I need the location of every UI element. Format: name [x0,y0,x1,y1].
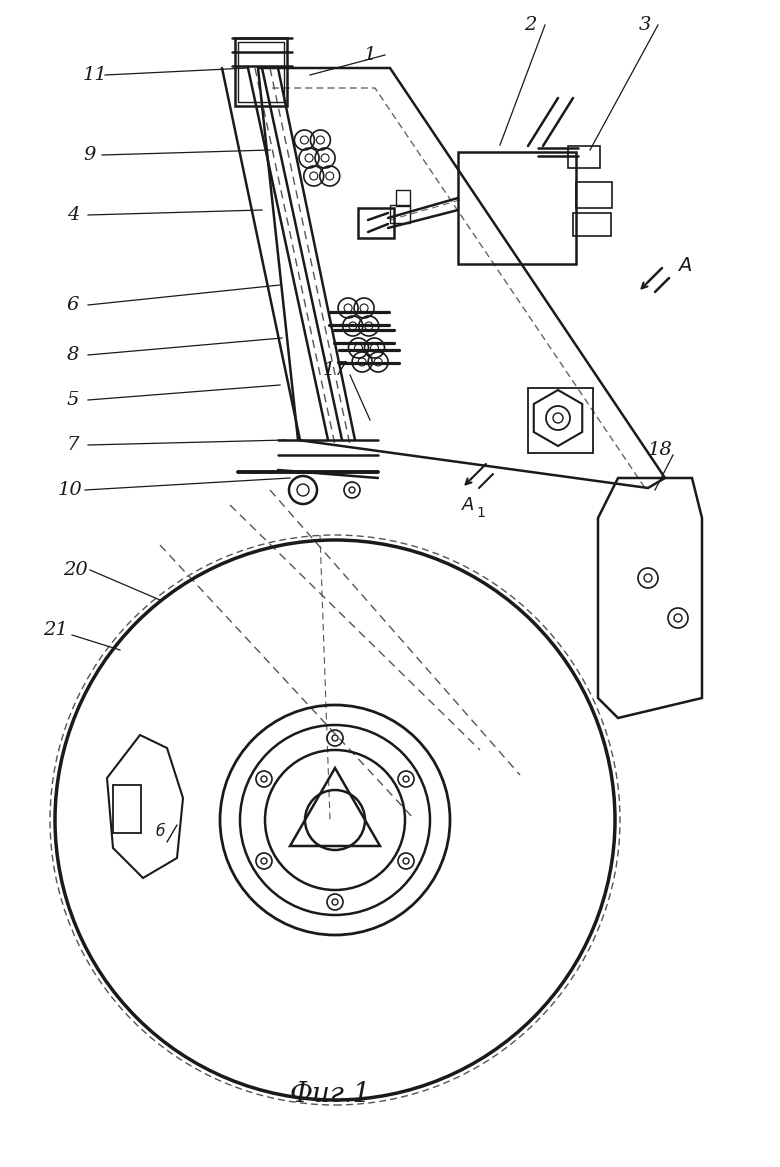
Text: 6: 6 [67,296,80,314]
Text: 11: 11 [83,67,108,84]
Text: 9: 9 [83,146,96,165]
Bar [390,205,410,223]
Text: A: A [679,256,692,274]
Bar [528,387,593,453]
Text: 5: 5 [67,391,80,408]
Text: 20: 20 [62,561,87,579]
Text: 17: 17 [323,361,347,379]
Bar [568,146,600,168]
Text: Фиг.1: Фиг.1 [289,1082,370,1109]
Bar [238,42,284,102]
Bar [235,39,287,106]
Text: 4: 4 [67,207,80,224]
Text: 7: 7 [67,436,80,454]
Text: 3: 3 [639,16,651,34]
Text: 21: 21 [43,621,67,640]
Text: 2: 2 [524,16,536,34]
Bar [113,785,141,833]
Bar [576,182,612,208]
Text: 1: 1 [477,506,485,520]
Text: 10: 10 [58,481,83,499]
Text: б: б [155,825,165,839]
Text: 8: 8 [67,345,80,364]
Text: 1: 1 [363,46,376,64]
Bar [458,152,576,264]
Text: A: A [462,496,474,513]
Bar [396,190,410,207]
Bar [358,208,394,238]
Bar [573,214,611,236]
Text: 18: 18 [647,441,672,459]
